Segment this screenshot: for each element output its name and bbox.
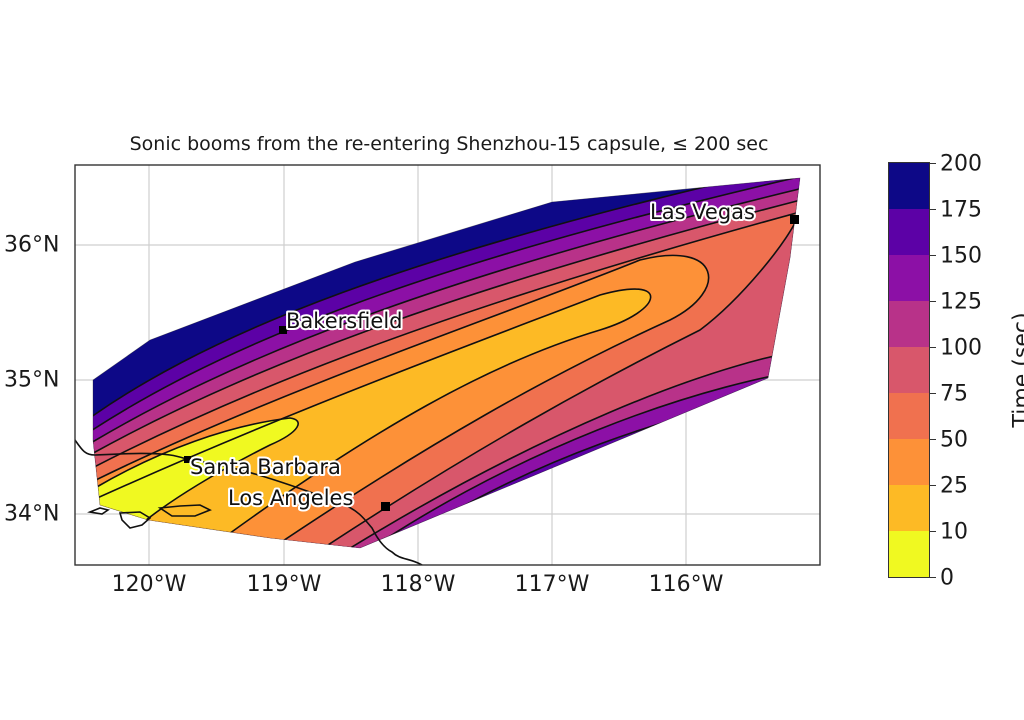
colorbar-tick [930,163,936,164]
colorbar-tick [930,209,936,210]
colorbar-tick-label: 200 [940,151,982,177]
colorbar-tick [930,393,936,394]
y-tick-label: 34°N [4,501,60,527]
plot-frame [74,164,821,566]
colorbar-tick-label: 50 [940,427,968,453]
colorbar-tick [930,439,936,440]
colorbar-band [889,163,929,209]
colorbar-title: Time (sec) [1009,312,1024,428]
city-las-vegas: Las Vegas [648,198,799,226]
colorbar-tick [930,347,936,348]
city-santa-barbara: Santa Barbara [184,453,343,481]
colorbar-band [889,531,929,577]
colorbar-band [889,393,929,439]
city-los-angeles: Los Angeles [226,484,390,512]
colorbar-tick [930,301,936,302]
colorbar-tick [930,255,936,256]
y-tick-label: 36°N [4,232,60,258]
colorbar-tick [930,577,936,578]
city-marker [279,326,287,334]
colorbar-band [889,255,929,301]
colorbar-tick-label: 125 [940,289,982,315]
colorbar-band [889,347,929,393]
swath-outline [92,177,801,549]
colorbar [888,162,930,578]
city-label-los-angeles: Los Angeles [228,486,353,510]
city-label-bakersfield: Bakersfield [286,309,403,333]
x-tick-label: 118°W [380,572,456,597]
colorbar-tick-label: 0 [940,565,954,591]
city-bakersfield: Bakersfield [279,307,405,335]
x-tick-label: 117°W [514,572,590,597]
city-marker [790,215,799,224]
city-label-las-vegas: Las Vegas [650,200,755,224]
city-label-santa-barbara: Santa Barbara [190,455,341,479]
x-tick-label: 120°W [111,572,187,597]
city-marker [184,456,191,463]
colorbar-tick-label: 150 [940,243,982,269]
chart-title: Sonic booms from the re-entering Shenzho… [129,133,769,155]
colorbar-band [889,439,929,485]
colorbar-tick-label: 175 [940,197,982,223]
colorbar-band [889,485,929,531]
x-tick-label: 116°W [648,572,724,597]
colorbar-tick-label: 10 [940,519,968,545]
x-tick-label: 119°W [246,572,322,597]
coastline [75,439,423,565]
colorbar-tick-label: 75 [940,381,968,407]
colorbar-tick-label: 100 [940,335,982,361]
y-tick-label: 35°N [4,367,60,393]
colorbar-tick [930,531,936,532]
colorbar-band [889,301,929,347]
city-marker [381,502,390,511]
colorbar-tick-label: 25 [940,473,968,499]
colorbar-tick [930,485,936,486]
colorbar-band [889,209,929,255]
